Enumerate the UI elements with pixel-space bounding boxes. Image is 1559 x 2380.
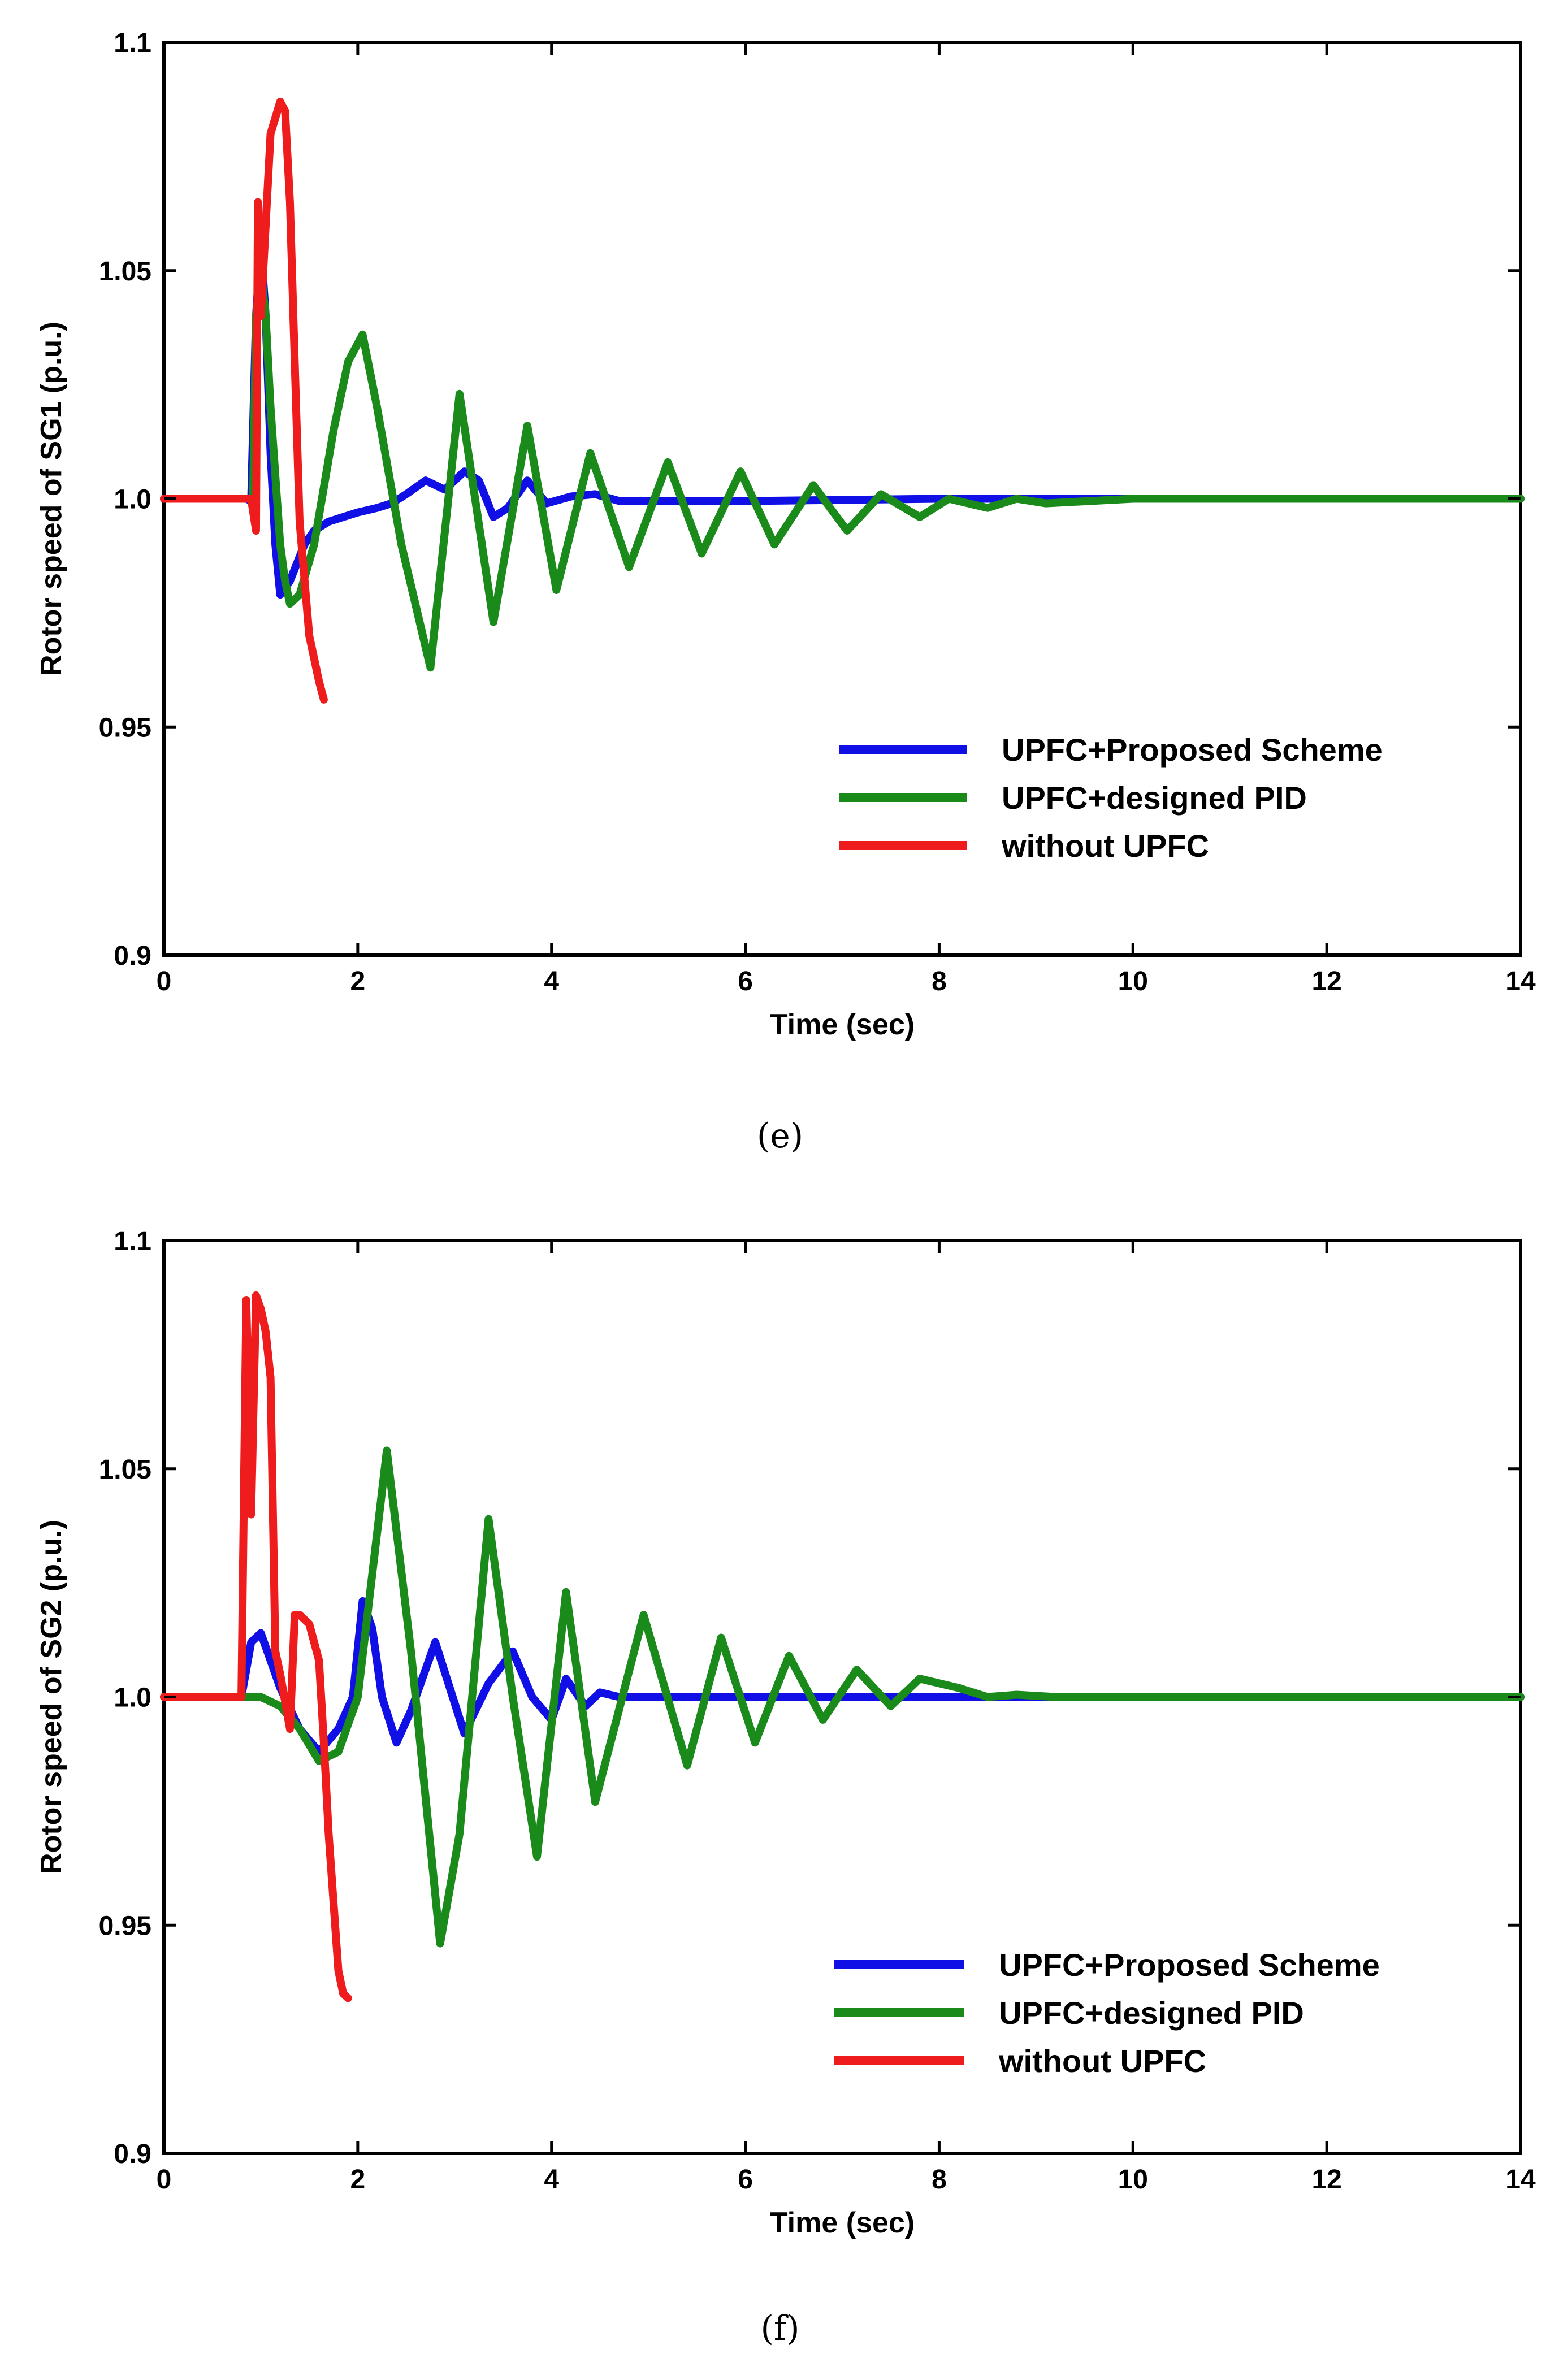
chart-panel-e: 0 2 4 6 8 10 12 14 0.9 0.95 1.0 1.05 1.1 Time (sec) Ro… [35, 28, 1536, 1156]
y-tick-label: 1.0 [114, 485, 151, 515]
chart-panel-f: 0 2 4 6 8 10 12 14 0.9 0.95 1.0 1.05 1.1 Time (sec) Ro… [35, 1226, 1536, 2348]
x-tick-label: 10 [1118, 966, 1148, 996]
x-tick-label: 2 [350, 2165, 366, 2195]
series-line-without [160, 1291, 352, 2002]
panel-caption: (e) [757, 1116, 803, 1156]
series-line-without [160, 98, 328, 704]
x-tick-label: 8 [932, 966, 947, 996]
x-tick-label: 4 [544, 2165, 559, 2195]
legend: UPFC+Proposed Scheme UPFC+designed PID wit… [839, 732, 1383, 864]
legend: UPFC+Proposed Scheme UPFC+designed PID wit… [834, 1947, 1380, 2079]
y-tick-label: 1.05 [99, 1455, 151, 1485]
legend-label: without UPFC [1001, 828, 1209, 864]
x-tick-label: 0 [157, 2165, 172, 2195]
y-tick-label: 1.1 [114, 1226, 151, 1256]
y-axis-title: Rotor speed of SG1 (p.u.) [35, 322, 68, 676]
series-line-pid [160, 1446, 1525, 1948]
x-tick-label: 6 [738, 966, 753, 996]
legend-label: without UPFC [998, 2043, 1206, 2079]
x-tick-label: 12 [1311, 2165, 1341, 2195]
legend-label: UPFC+Proposed Scheme [1002, 732, 1383, 768]
series-line-pid [160, 266, 1525, 672]
x-axis-title: Time (sec) [770, 2206, 915, 2239]
y-tick-label: 0.9 [114, 2139, 151, 2169]
x-tick-label: 8 [932, 2165, 947, 2195]
legend-label: UPFC+designed PID [1002, 780, 1307, 816]
x-tick-label: 12 [1311, 966, 1341, 996]
x-axis-title: Time (sec) [770, 1008, 915, 1041]
y-tick-label: 0.95 [99, 713, 151, 743]
x-tick-label: 2 [350, 966, 366, 996]
legend-label: UPFC+designed PID [999, 1995, 1304, 2031]
series-line-proposed [160, 239, 1525, 599]
x-tick-label: 4 [544, 966, 559, 996]
y-tick-label: 0.95 [99, 1911, 151, 1941]
y-tick-label: 0.9 [114, 941, 151, 971]
x-tick-label: 10 [1118, 2165, 1148, 2195]
y-axis-title: Rotor speed of SG2 (p.u.) [35, 1520, 68, 1874]
y-tick-label: 1.05 [99, 257, 151, 287]
panel-caption: (f) [760, 2309, 799, 2348]
y-tick-label: 1.0 [114, 1683, 151, 1713]
x-tick-label: 0 [157, 966, 172, 996]
x-tick-label: 6 [738, 2165, 753, 2195]
x-tick-label: 14 [1505, 2165, 1536, 2195]
y-tick-label: 1.1 [114, 28, 151, 58]
legend-label: UPFC+Proposed Scheme [999, 1947, 1380, 1983]
x-tick-label: 14 [1505, 966, 1536, 996]
